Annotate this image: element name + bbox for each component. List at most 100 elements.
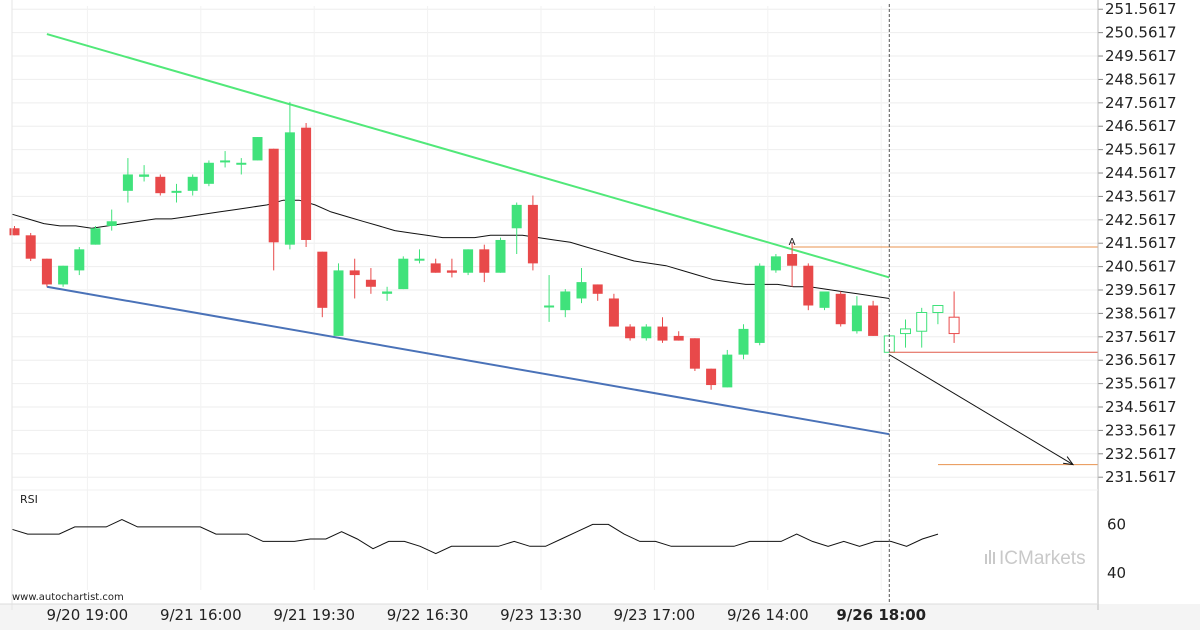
time-tick-label: 9/21 19:30 — [273, 606, 355, 624]
candle-body — [203, 162, 214, 184]
candle-body — [689, 338, 700, 369]
time-axis-background — [0, 604, 1200, 630]
candle-body — [74, 249, 85, 271]
site-watermark: www.autochartist.com — [12, 592, 124, 603]
price-tick-label: 235.5617 — [1105, 375, 1177, 393]
candle-body — [187, 176, 198, 191]
candle-body — [754, 265, 765, 343]
candle-body — [592, 284, 603, 294]
time-tick-label: 9/23 13:30 — [500, 606, 582, 624]
bars-icon — [985, 550, 995, 564]
price-tick-label: 233.5617 — [1105, 421, 1177, 439]
time-tick-label: 9/23 17:00 — [614, 606, 696, 624]
candle-body — [625, 326, 636, 339]
candle-body — [527, 204, 538, 264]
candle-body — [41, 258, 52, 285]
candle-body — [916, 312, 928, 332]
forecast-arrowhead — [1063, 456, 1075, 466]
forecast-candles — [883, 291, 960, 353]
candle-body — [851, 305, 862, 332]
rsi-line — [11, 519, 939, 555]
candle-body — [948, 316, 960, 335]
candle-body — [382, 291, 393, 294]
candle-body — [155, 176, 166, 194]
candle-body — [932, 304, 944, 314]
candle-body — [106, 221, 117, 226]
price-tick-label: 248.5617 — [1105, 70, 1177, 88]
candle-body — [722, 354, 733, 388]
candle-body — [171, 190, 182, 193]
candle-body — [738, 328, 749, 355]
candle-body — [90, 228, 101, 245]
candle-body — [706, 368, 717, 386]
price-tick-label: 240.5617 — [1105, 258, 1177, 276]
resistance-marker: A — [789, 237, 796, 248]
candle-body — [770, 256, 781, 271]
price-tick-label: 245.5617 — [1105, 141, 1177, 159]
candle-body — [236, 162, 247, 165]
candle-body — [220, 160, 231, 163]
candles — [9, 101, 879, 390]
candle-body — [301, 127, 312, 240]
candle-body — [139, 174, 150, 177]
candle-body — [463, 249, 474, 273]
price-tick-label: 237.5617 — [1105, 328, 1177, 346]
rsi-tick-label: 60 — [1107, 515, 1126, 533]
time-tick-label: 9/21 16:00 — [160, 606, 242, 624]
candle-body — [268, 148, 279, 243]
price-tick-label: 244.5617 — [1105, 164, 1177, 182]
price-tick-label: 238.5617 — [1105, 304, 1177, 322]
candle-body — [9, 228, 20, 236]
price-tick-label: 234.5617 — [1105, 398, 1177, 416]
candle-body — [673, 335, 684, 341]
axes: 251.5617 250.5617 249.5617 248.5617 247.5617… — [0, 0, 1177, 624]
levels: A — [789, 237, 1098, 466]
candle-body — [252, 137, 263, 161]
candle-body — [317, 251, 328, 308]
candle-body — [803, 265, 814, 306]
upper-trendline — [46, 33, 890, 279]
forecast-arrow-line — [889, 354, 1074, 466]
candle-body — [414, 258, 425, 261]
candle-body — [900, 328, 911, 335]
candle-body — [398, 258, 409, 290]
candle-body — [349, 270, 360, 276]
candle-body — [430, 263, 441, 273]
candle-body — [446, 270, 457, 273]
price-tick-label: 241.5617 — [1105, 234, 1177, 252]
candle-body — [657, 326, 668, 341]
candle-body — [495, 239, 506, 273]
time-tick-label: 9/22 16:30 — [387, 606, 469, 624]
price-tick-label: 246.5617 — [1105, 117, 1177, 135]
candle-body — [560, 291, 571, 311]
price-tick-label: 239.5617 — [1105, 281, 1177, 299]
price-tick-label: 249.5617 — [1105, 47, 1177, 65]
rsi-label: RSI — [20, 493, 38, 506]
price-tick-label: 247.5617 — [1105, 94, 1177, 112]
candle-body — [868, 305, 879, 336]
time-tick-label: 9/26 14:00 — [727, 606, 809, 624]
trendlines — [46, 33, 890, 436]
candle-body — [58, 265, 69, 285]
candle-body — [365, 279, 376, 287]
price-tick-label: 231.5617 — [1105, 468, 1177, 486]
price-tick-label: 243.5617 — [1105, 187, 1177, 205]
candle-body — [511, 204, 522, 229]
time-tick-label: 9/20 19:00 — [47, 606, 129, 624]
broker-logo: ICMarkets — [985, 548, 1086, 569]
candle-body — [787, 254, 798, 266]
candle-body — [576, 282, 587, 299]
moving-average-line — [11, 199, 890, 299]
candle-body — [333, 270, 344, 336]
candle-body — [819, 291, 830, 308]
candle-body — [608, 298, 619, 327]
candle-body — [479, 249, 490, 273]
time-tick-label: 9/26 18:00 — [836, 606, 926, 624]
candle-body — [25, 235, 36, 259]
price-tick-label: 236.5617 — [1105, 351, 1177, 369]
candle-body — [544, 305, 555, 308]
candle-body — [641, 326, 652, 339]
logo-text: ICMarkets — [999, 548, 1086, 569]
price-tick-label: 250.5617 — [1105, 24, 1177, 42]
